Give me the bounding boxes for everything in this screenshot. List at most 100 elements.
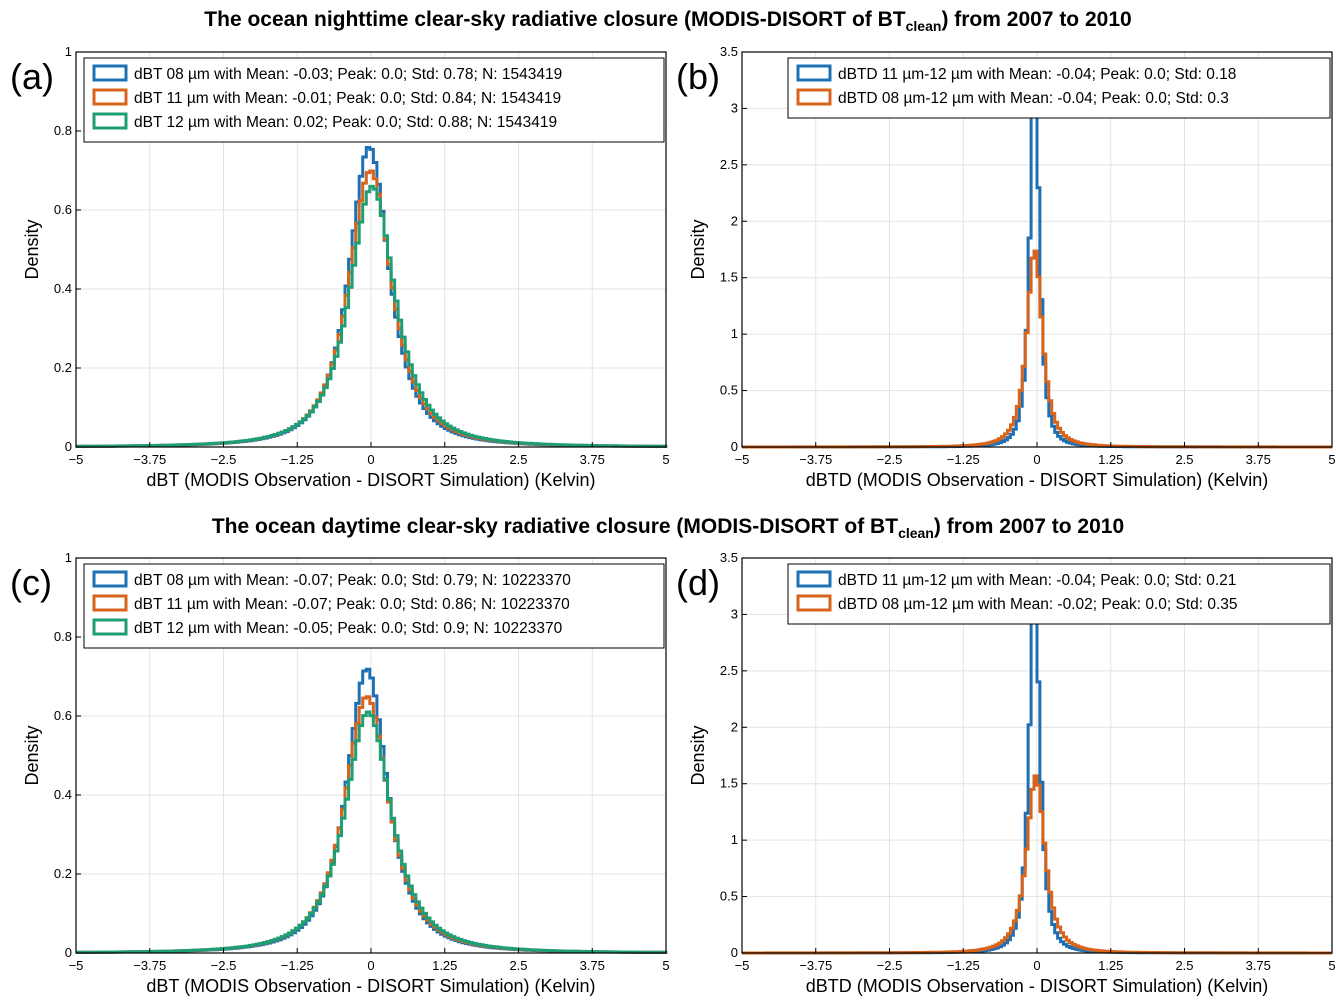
x-tick-label: 2.5 xyxy=(1175,958,1193,973)
legend: dBTD 11 µm-12 µm with Mean: -0.04; Peak:… xyxy=(787,57,1331,119)
y-axis-label: Density xyxy=(688,725,708,785)
x-tick-label: 1.25 xyxy=(1098,452,1123,467)
y-axis-label: Density xyxy=(688,219,708,279)
x-tick-label: 3.75 xyxy=(580,452,605,467)
legend-swatch xyxy=(92,112,128,130)
x-tick-label: 2.5 xyxy=(509,958,527,973)
y-tick-label: 2 xyxy=(731,719,738,734)
x-tick-label: 0 xyxy=(1033,958,1040,973)
legend: dBT 08 µm with Mean: -0.07; Peak: 0.0; S… xyxy=(83,563,665,649)
legend-swatch xyxy=(796,570,832,588)
y-axis-label: Density xyxy=(22,219,42,279)
x-axis-label: dBT (MODIS Observation - DISORT Simulati… xyxy=(146,470,595,490)
y-tick-label: 2.5 xyxy=(720,157,738,172)
panel-label: (c) xyxy=(10,562,52,603)
chart-panel-d: −5 −3.75 −2.5 −1.25 0 1.25 2.5 3.75 5 0 0.5 1 1.5 2 2.… xyxy=(676,550,1336,996)
legend-swatch xyxy=(92,570,128,588)
x-tick-label: −1.25 xyxy=(947,452,980,467)
x-tick-label: −5 xyxy=(69,452,84,467)
legend-box xyxy=(787,563,1331,625)
panel-label: (b) xyxy=(676,56,720,97)
y-tick-label: 1 xyxy=(65,44,72,59)
legend-box xyxy=(83,57,665,143)
y-tick-label: 0 xyxy=(65,439,72,454)
legend-swatch xyxy=(796,88,832,106)
y-tick-label: 0.5 xyxy=(720,889,738,904)
x-tick-label: 1.25 xyxy=(432,452,457,467)
x-tick-label: −3.75 xyxy=(133,958,166,973)
y-tick-label: 0.6 xyxy=(54,202,72,217)
x-tick-label: 3.75 xyxy=(1246,452,1271,467)
y-tick-label: 0.8 xyxy=(54,123,72,138)
x-tick-label: 0 xyxy=(367,958,374,973)
y-tick-label: 3.5 xyxy=(720,44,738,59)
y-tick-label: 0.6 xyxy=(54,708,72,723)
y-axis-label: Density xyxy=(22,725,42,785)
series-3-line xyxy=(76,710,668,954)
panel-label: (a) xyxy=(10,56,54,97)
legend-entry: dBTD 08 µm-12 µm with Mean: -0.02; Peak:… xyxy=(838,596,1238,613)
x-tick-label: −5 xyxy=(69,958,84,973)
x-tick-label: −2.5 xyxy=(877,452,903,467)
y-tick-label: 0.4 xyxy=(54,281,72,296)
x-tick-label: −1.25 xyxy=(281,958,314,973)
chart-panel-a: −5 −3.75 −2.5 −1.25 0 1.25 2.5 3.75 5 0 0.2 0.4 0.6 0… xyxy=(10,44,670,490)
x-tick-label: 2.5 xyxy=(1175,452,1193,467)
legend-swatch xyxy=(92,88,128,106)
x-tick-label: −5 xyxy=(735,452,750,467)
y-tick-label: 2 xyxy=(731,213,738,228)
y-tick-label: 3 xyxy=(731,100,738,115)
legend-entry: dBT 08 µm with Mean: -0.03; Peak: 0.0; S… xyxy=(134,66,562,83)
y-tick-label: 2.5 xyxy=(720,663,738,678)
legend-swatch xyxy=(796,64,832,82)
x-tick-label: 1.25 xyxy=(1098,958,1123,973)
y-tick-label: 0.8 xyxy=(54,629,72,644)
series-3-line xyxy=(76,184,668,448)
legend-entry: dBT 11 µm with Mean: -0.01; Peak: 0.0; S… xyxy=(134,90,561,107)
chart-panel-b: −5 −3.75 −2.5 −1.25 0 1.25 2.5 3.75 5 0 0.5 1 1.5 2 2.… xyxy=(676,44,1336,490)
y-tick-label: 3.5 xyxy=(720,550,738,565)
legend-entry: dBTD 11 µm-12 µm with Mean: -0.04; Peak:… xyxy=(838,572,1236,589)
y-tick-label: 0 xyxy=(65,945,72,960)
x-tick-label: 5 xyxy=(1328,958,1335,973)
x-tick-label: −2.5 xyxy=(211,958,237,973)
y-tick-label: 0.5 xyxy=(720,383,738,398)
legend-swatch xyxy=(796,594,832,612)
legend-swatch xyxy=(92,594,128,612)
legend-box xyxy=(83,563,665,649)
legend-entry: dBT 12 µm with Mean: 0.02; Peak: 0.0; St… xyxy=(134,114,557,131)
legend: dBTD 11 µm-12 µm with Mean: -0.04; Peak:… xyxy=(787,563,1331,625)
legend-entry: dBTD 11 µm-12 µm with Mean: -0.04; Peak:… xyxy=(838,66,1236,83)
x-tick-label: −5 xyxy=(735,958,750,973)
x-tick-label: 5 xyxy=(662,958,669,973)
x-tick-label: −3.75 xyxy=(799,958,832,973)
legend-box xyxy=(787,57,1331,119)
legend-swatch xyxy=(92,618,128,636)
x-tick-label: −1.25 xyxy=(947,958,980,973)
panel-label: (d) xyxy=(676,562,720,603)
y-tick-label: 0.2 xyxy=(54,360,72,375)
x-tick-label: 2.5 xyxy=(509,452,527,467)
x-tick-label: 3.75 xyxy=(580,958,605,973)
x-tick-label: −2.5 xyxy=(211,452,237,467)
series-1-line xyxy=(76,146,668,448)
x-axis-label: dBTD (MODIS Observation - DISORT Simulat… xyxy=(806,470,1268,490)
y-tick-label: 0.4 xyxy=(54,787,72,802)
legend: dBT 08 µm with Mean: -0.03; Peak: 0.0; S… xyxy=(83,57,665,143)
y-tick-label: 1 xyxy=(65,550,72,565)
series-1-line xyxy=(76,667,668,954)
legend-entry: dBT 12 µm with Mean: -0.05; Peak: 0.0; S… xyxy=(134,620,563,637)
chart-panel-c: −5 −3.75 −2.5 −1.25 0 1.25 2.5 3.75 5 0 0.2 0.4 0.6 0… xyxy=(10,550,670,996)
x-tick-label: 3.75 xyxy=(1246,958,1271,973)
x-tick-label: −2.5 xyxy=(877,958,903,973)
legend-entry: dBT 08 µm with Mean: -0.07; Peak: 0.0; S… xyxy=(134,572,571,589)
x-tick-label: −3.75 xyxy=(133,452,166,467)
series-2-line xyxy=(76,169,668,448)
series-2-line xyxy=(76,695,668,954)
x-tick-label: 0 xyxy=(367,452,374,467)
y-tick-label: 0 xyxy=(731,439,738,454)
y-tick-label: 1 xyxy=(731,832,738,847)
y-tick-label: 0 xyxy=(731,945,738,960)
x-tick-label: 5 xyxy=(1328,452,1335,467)
